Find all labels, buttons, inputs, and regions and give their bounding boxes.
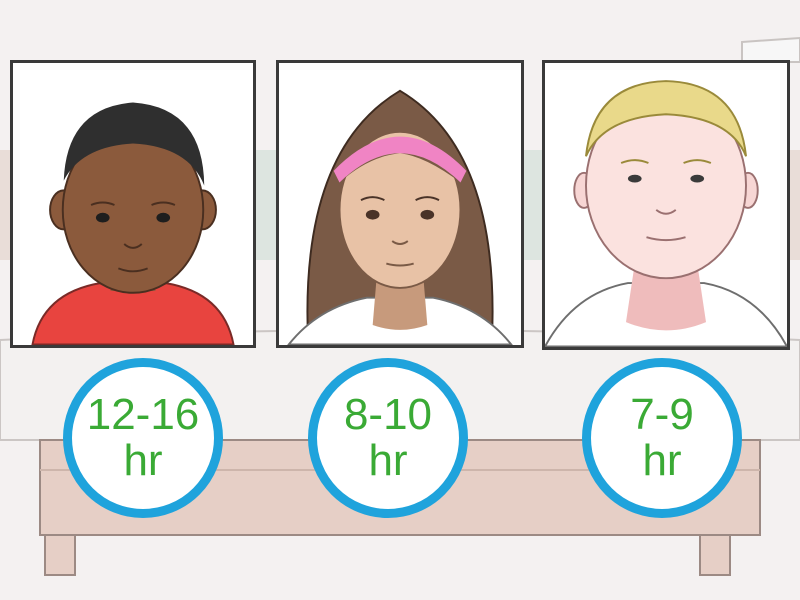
teen-sleep-hours-badge: 8-10 hr <box>308 358 468 518</box>
adult-sleep-hours-badge: 7-9 hr <box>582 358 742 518</box>
baby-face-illustration <box>13 63 253 345</box>
baby-sleep-hours-badge: 12-16 hr <box>63 358 223 518</box>
adult-hours-unit: hr <box>642 436 682 485</box>
teen-portrait <box>276 60 524 348</box>
baby-portrait <box>10 60 256 348</box>
baby-hours-range: 12-16 <box>86 390 200 439</box>
adult-hours-range: 7-9 <box>630 390 694 439</box>
teen-hours-unit: hr <box>368 436 408 485</box>
teen-face-illustration <box>279 63 521 345</box>
adult-face-illustration <box>545 63 787 347</box>
adult-portrait <box>542 60 790 350</box>
baby-hours-unit: hr <box>123 436 163 485</box>
teen-hours-range: 8-10 <box>343 390 433 439</box>
